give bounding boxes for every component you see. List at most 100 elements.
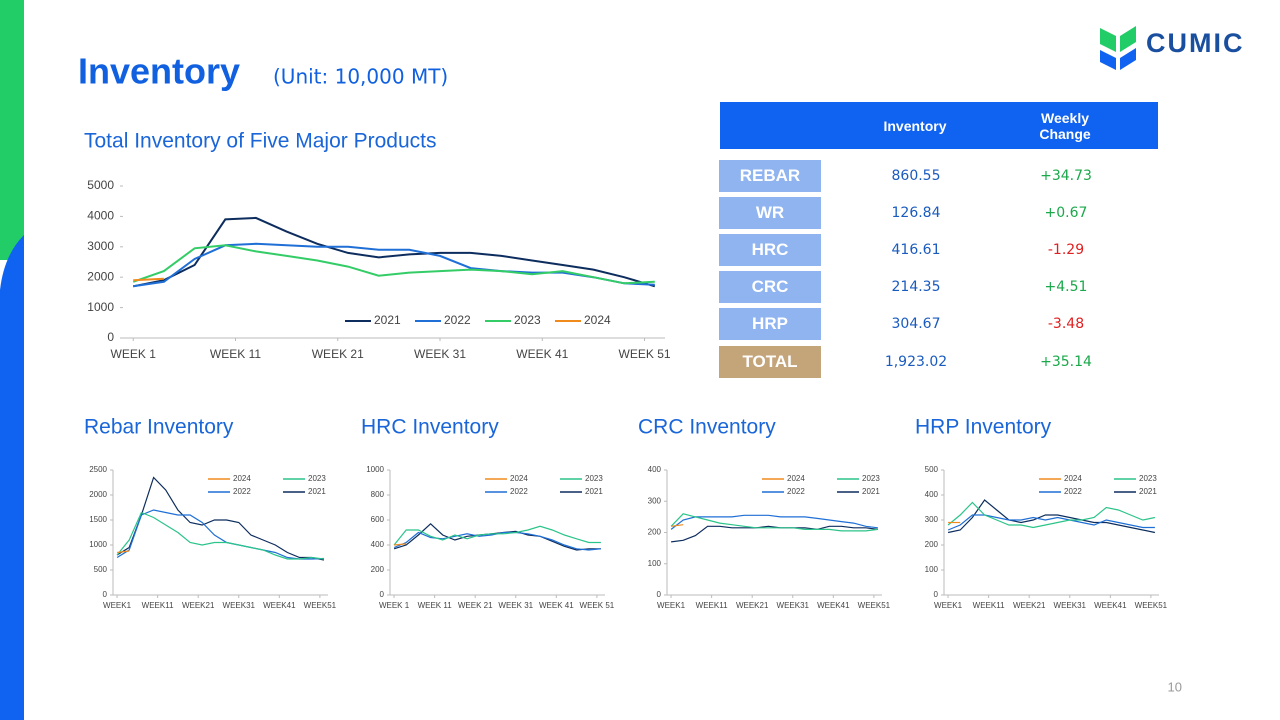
- y-tick-label: 1000: [89, 540, 107, 549]
- x-tick-label: WEEK 51: [619, 347, 671, 361]
- series-line: [670, 513, 878, 532]
- series-line: [671, 525, 878, 543]
- legend-label: 2024: [1064, 474, 1082, 483]
- series-line: [132, 244, 655, 285]
- x-tick-label: WEEK51: [1135, 601, 1168, 610]
- logo-text: CUMIC: [1146, 28, 1245, 58]
- series-line: [133, 242, 655, 288]
- legend-label: 2023: [1139, 474, 1157, 483]
- x-tick-label: WEEK31: [1054, 601, 1087, 610]
- y-tick-label: 100: [648, 559, 662, 568]
- y-tick-label: 800: [371, 490, 385, 499]
- weekly-change: +4.51: [1044, 279, 1088, 295]
- series-line: [133, 216, 656, 288]
- legend-label: 2022: [510, 487, 528, 496]
- row-label: TOTAL: [719, 346, 821, 378]
- x-tick-label: WEEK 11: [418, 601, 453, 610]
- chart-title: HRC Inventory: [361, 416, 499, 439]
- x-tick-label: WEEK 1: [111, 347, 157, 361]
- legend-label: 2024: [787, 474, 805, 483]
- x-tick-label: WEEK11: [696, 601, 728, 610]
- y-tick-label: 4000: [87, 209, 114, 223]
- series-line: [671, 524, 684, 527]
- chart-title: HRP Inventory: [915, 416, 1052, 439]
- x-tick-label: WEEK 11: [210, 347, 261, 361]
- y-tick-label: 300: [925, 515, 939, 524]
- y-tick-label: 1000: [87, 300, 114, 314]
- legend-label: 2024: [584, 313, 611, 327]
- series-line: [116, 476, 325, 561]
- x-tick-label: WEEK 21: [458, 601, 493, 610]
- y-tick-label: 0: [103, 590, 108, 599]
- y-tick-label: 2500: [89, 465, 107, 474]
- inventory-value: 860.55: [891, 168, 941, 184]
- weekly-change: -3.48: [1047, 316, 1085, 332]
- y-tick-label: 1500: [89, 515, 107, 524]
- legend-label: 2022: [1064, 487, 1082, 496]
- series-line: [116, 509, 324, 560]
- y-tick-label: 600: [371, 515, 385, 524]
- legend-label: 2022: [787, 487, 805, 496]
- page-number: 10: [1168, 679, 1182, 694]
- y-tick-label: 400: [371, 540, 385, 549]
- x-tick-label: WEEK1: [934, 601, 963, 610]
- x-tick-label: WEEK21: [182, 601, 215, 610]
- legend-label: 2021: [585, 487, 603, 496]
- x-tick-label: WEEK 41: [516, 347, 568, 361]
- series-line: [393, 525, 601, 546]
- chart-title: CRC Inventory: [638, 416, 776, 439]
- row-label: CRC: [719, 271, 821, 303]
- weekly-change: +0.67: [1044, 205, 1088, 221]
- y-tick-label: 100: [925, 565, 939, 574]
- inventory-value: 214.35: [891, 279, 941, 295]
- y-tick-label: 2000: [89, 490, 107, 499]
- x-tick-label: WEEK21: [736, 601, 769, 610]
- y-tick-label: 0: [380, 590, 385, 599]
- green-strip: [0, 0, 24, 260]
- blue-strip: [0, 235, 24, 720]
- series-line: [116, 511, 324, 560]
- series-line: [947, 514, 1155, 531]
- row-label: HRP: [719, 308, 821, 340]
- legend-label: 2023: [514, 313, 541, 327]
- y-tick-label: 400: [648, 465, 662, 474]
- legend-label: 2021: [374, 313, 401, 327]
- y-tick-label: 5000: [87, 178, 114, 192]
- series-line: [670, 514, 878, 530]
- y-tick-label: 0: [657, 590, 662, 599]
- page-subtitle: (Unit: 10,000 MT): [273, 65, 448, 89]
- series-line: [947, 501, 1156, 529]
- x-tick-label: WEEK 31: [414, 347, 466, 361]
- y-tick-label: 200: [925, 540, 939, 549]
- y-tick-label: 400: [925, 490, 939, 499]
- inventory-value: 304.67: [891, 316, 941, 332]
- legend-label: 2023: [308, 474, 326, 483]
- legend-label: 2024: [233, 474, 251, 483]
- legend-label: 2021: [862, 487, 880, 496]
- legend-label: 2022: [233, 487, 251, 496]
- y-tick-label: 300: [648, 496, 662, 505]
- x-tick-label: WEEK 21: [312, 347, 364, 361]
- logo-icon: [1100, 26, 1136, 70]
- y-tick-label: 200: [648, 528, 662, 537]
- x-tick-label: WEEK41: [263, 601, 296, 610]
- x-tick-label: WEEK1: [103, 601, 132, 610]
- x-tick-label: WEEK 51: [580, 601, 615, 610]
- weekly-change: +34.73: [1040, 168, 1092, 184]
- x-tick-label: WEEK51: [858, 601, 891, 610]
- y-tick-label: 2000: [87, 269, 114, 283]
- table-header: Inventory Weekly Change: [720, 102, 1158, 149]
- legend-label: 2021: [308, 487, 326, 496]
- x-tick-label: WEEK41: [817, 601, 850, 610]
- x-tick-label: WEEK11: [973, 601, 1005, 610]
- legend-label: 2022: [444, 313, 471, 327]
- row-label: HRC: [719, 234, 821, 266]
- chart-title: Rebar Inventory: [84, 416, 234, 439]
- y-tick-label: 500: [94, 565, 108, 574]
- legend-label: 2024: [510, 474, 528, 483]
- x-tick-label: WEEK41: [1094, 601, 1127, 610]
- page-title: Inventory: [78, 51, 240, 92]
- column-header: Weekly Change: [1039, 109, 1091, 142]
